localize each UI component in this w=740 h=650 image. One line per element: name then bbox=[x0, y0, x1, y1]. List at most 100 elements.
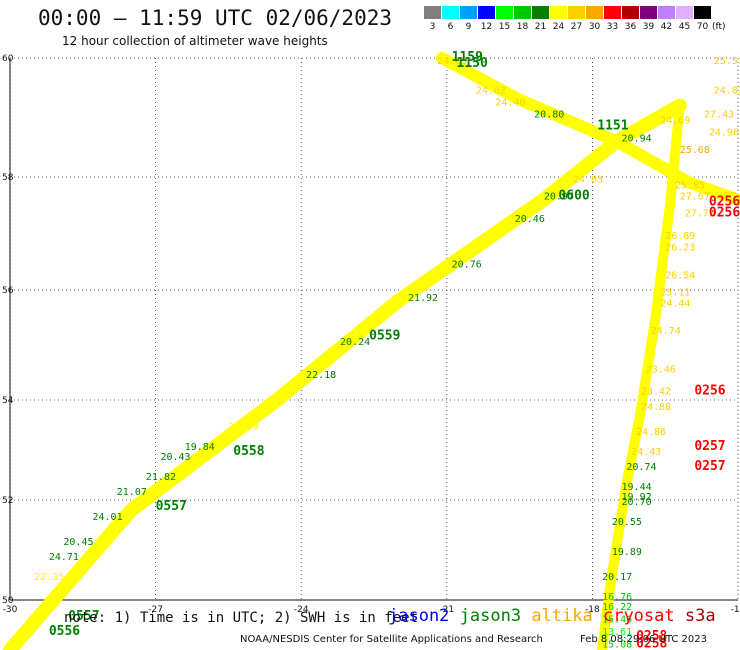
time-label: 0557 bbox=[68, 609, 99, 624]
wave-height-label: 20.46 bbox=[515, 214, 545, 225]
wave-height-label: 20.55 bbox=[612, 517, 642, 528]
wave-height-label: 24.03 bbox=[573, 175, 603, 186]
wave-height-label: 24.69 bbox=[660, 115, 690, 126]
lat-tick-label: 52 bbox=[2, 496, 13, 506]
wave-height-label: 24.43 bbox=[631, 447, 661, 458]
legend-swatch-label: 18 bbox=[516, 22, 529, 32]
lon-tick-label: -24 bbox=[294, 605, 309, 615]
legend-swatch-label: 9 bbox=[465, 22, 472, 32]
wave-height-label: 20.17 bbox=[602, 572, 632, 583]
wave-height-label: 20.43 bbox=[160, 452, 190, 463]
lon-tick-label: -21 bbox=[439, 605, 454, 615]
jason3-track-ascending bbox=[3, 98, 687, 650]
time-label: 0256 bbox=[694, 384, 725, 399]
wave-height-label: 24.82 bbox=[714, 86, 740, 97]
lat-tick-label: 50 bbox=[2, 596, 14, 606]
page-title: 00:00 — 11:59 UTC 02/06/2023 bbox=[38, 6, 393, 30]
legend-swatch-label: 30 bbox=[588, 22, 601, 32]
mission-name: cryosat bbox=[602, 606, 685, 626]
legend-swatch bbox=[478, 6, 495, 19]
lat-tick-label: 58 bbox=[2, 173, 14, 183]
wave-height-label: 25.11 bbox=[660, 288, 690, 299]
legend-swatch bbox=[622, 6, 639, 19]
wave-height-label: 25.59 bbox=[228, 422, 258, 433]
wave-height-label: 23.46 bbox=[646, 365, 676, 376]
wave-height-label: 21.82 bbox=[146, 472, 176, 483]
legend-swatch bbox=[604, 6, 621, 19]
legend-swatch bbox=[532, 6, 549, 19]
altika-track bbox=[597, 100, 685, 650]
wave-height-label: 20.97 bbox=[544, 192, 574, 203]
legend-swatch bbox=[460, 6, 477, 19]
mission-name: jason3 bbox=[459, 606, 532, 626]
legend-swatch bbox=[676, 6, 693, 19]
legend-swatch-label: 15 bbox=[498, 22, 511, 32]
wave-height-label: 25.85 bbox=[675, 180, 705, 191]
lon-tick-label: -15 bbox=[731, 605, 740, 615]
wave-height-label: 22.35 bbox=[34, 572, 64, 583]
time-label: 0558 bbox=[233, 444, 264, 459]
legend-swatch bbox=[424, 6, 441, 19]
wave-height-label: 16.22 bbox=[602, 602, 632, 613]
lon-tick-label: -30 bbox=[3, 605, 18, 615]
wave-height-label: 15.08 bbox=[602, 640, 632, 650]
wave-height-label: 27.43 bbox=[704, 110, 734, 121]
wave-height-label: 23.42 bbox=[641, 387, 671, 398]
legend-swatch-label: 45 bbox=[678, 22, 691, 32]
wave-height-label: 20.70 bbox=[622, 497, 652, 508]
wave-height-label: 26.54 bbox=[665, 271, 695, 282]
time-label: 0256 bbox=[709, 206, 740, 221]
legend-swatch-label: 36 bbox=[624, 22, 637, 32]
legend-swatch-label: 6 bbox=[447, 22, 454, 32]
wave-height-label: 22.18 bbox=[306, 370, 336, 381]
time-label: 0257 bbox=[694, 459, 725, 474]
wave-height-label: 24.01 bbox=[93, 512, 123, 523]
wave-height-label: 16.76 bbox=[602, 592, 632, 603]
time-label: 0557 bbox=[156, 499, 187, 514]
mission-name: altika bbox=[531, 606, 603, 626]
value-labels: 22.35 24.71 20.45 24.01 21.07 21.82 20.4319.84… bbox=[34, 50, 740, 650]
lat-tick-label: 56 bbox=[2, 286, 14, 296]
wave-height-label: 24.62 bbox=[476, 86, 506, 97]
lon-tick-label: -18 bbox=[585, 605, 600, 615]
wave-height-label: 19.89 bbox=[612, 547, 642, 558]
wave-height-label: 20.80 bbox=[534, 110, 564, 121]
legend-swatch-label: 24 bbox=[552, 22, 565, 32]
axis-tick-labels: -30 -27 -24 -21 -18 -15 50 52 54 56 58 60 bbox=[2, 54, 740, 615]
mission-legend: jason2 jason3 altika cryosat s3a bbox=[388, 606, 716, 626]
lat-tick-label: 54 bbox=[2, 396, 14, 406]
time-label: 1151 bbox=[597, 118, 628, 133]
wave-height-label: 20.94 bbox=[622, 133, 652, 144]
mission-name: s3a bbox=[684, 606, 716, 626]
wave-height-label: 27.67 bbox=[680, 192, 710, 203]
wave-height-label: 21.07 bbox=[117, 487, 147, 498]
wave-height-label: 26.23 bbox=[665, 242, 695, 253]
legend-swatch bbox=[550, 6, 567, 19]
time-label: 0600 bbox=[558, 189, 589, 204]
lat-tick-label: 60 bbox=[2, 54, 14, 64]
lon-tick-label: -27 bbox=[148, 605, 163, 615]
legend-swatch bbox=[442, 6, 459, 19]
time-label: 0258 bbox=[636, 629, 667, 644]
footer-date: Feb 8 08:29:06 UTC 2023 bbox=[580, 634, 707, 645]
wave-height-label: 24.74 bbox=[651, 326, 681, 337]
time-label: 0258 bbox=[636, 637, 667, 650]
wave-height-label: 20.24 bbox=[340, 337, 370, 348]
wave-height-label: 15.46 bbox=[602, 615, 632, 626]
time-label: 0556 bbox=[49, 624, 80, 639]
legend-swatch-label: 70 bbox=[696, 22, 709, 32]
wave-height-label: 21.92 bbox=[408, 293, 438, 304]
page-subtitle: 12 hour collection of altimeter wave hei… bbox=[62, 34, 328, 48]
footer-credit: NOAA/NESDIS Center for Satellite Applica… bbox=[240, 634, 543, 645]
wave-height-label: 19.84 bbox=[185, 442, 215, 453]
wave-height-label: 24.40 bbox=[495, 98, 525, 109]
wave-height-label: 25.51 bbox=[714, 56, 740, 67]
track-descending bbox=[435, 52, 740, 206]
map-grid bbox=[9, 57, 739, 601]
wave-height-label: 20.45 bbox=[63, 537, 93, 548]
time-label: 0256 bbox=[709, 194, 740, 209]
time-label: 0559 bbox=[369, 329, 400, 344]
legend-swatch bbox=[568, 6, 585, 19]
wave-height-label: 19.44 bbox=[622, 482, 652, 493]
